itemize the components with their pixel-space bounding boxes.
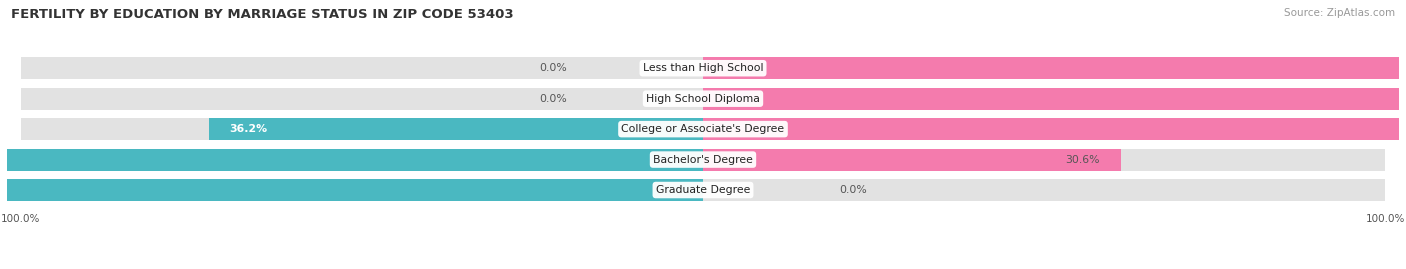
Text: 0.0%: 0.0% [839, 185, 868, 195]
Text: Bachelor's Degree: Bachelor's Degree [652, 155, 754, 165]
Text: 0.0%: 0.0% [538, 94, 567, 104]
Text: 0.0%: 0.0% [538, 63, 567, 73]
Text: 30.6%: 30.6% [1066, 155, 1099, 165]
Bar [21, 148, 1385, 171]
Text: Source: ZipAtlas.com: Source: ZipAtlas.com [1284, 8, 1395, 18]
Bar [21, 179, 1385, 201]
Bar [21, 88, 1385, 110]
Text: 36.2%: 36.2% [229, 124, 267, 134]
Legend: Married, Unmarried: Married, Unmarried [621, 266, 785, 269]
Bar [703, 148, 1121, 171]
Text: FERTILITY BY EDUCATION BY MARRIAGE STATUS IN ZIP CODE 53403: FERTILITY BY EDUCATION BY MARRIAGE STATU… [11, 8, 513, 21]
Bar [209, 118, 703, 140]
Text: High School Diploma: High School Diploma [647, 94, 759, 104]
Text: College or Associate's Degree: College or Associate's Degree [621, 124, 785, 134]
Bar [703, 118, 1406, 140]
Bar [703, 57, 1406, 79]
Bar [21, 118, 1385, 140]
Bar [703, 88, 1406, 110]
Text: Less than High School: Less than High School [643, 63, 763, 73]
Bar [0, 148, 703, 171]
Bar [21, 57, 1385, 79]
Text: Graduate Degree: Graduate Degree [655, 185, 751, 195]
Bar [0, 179, 703, 201]
